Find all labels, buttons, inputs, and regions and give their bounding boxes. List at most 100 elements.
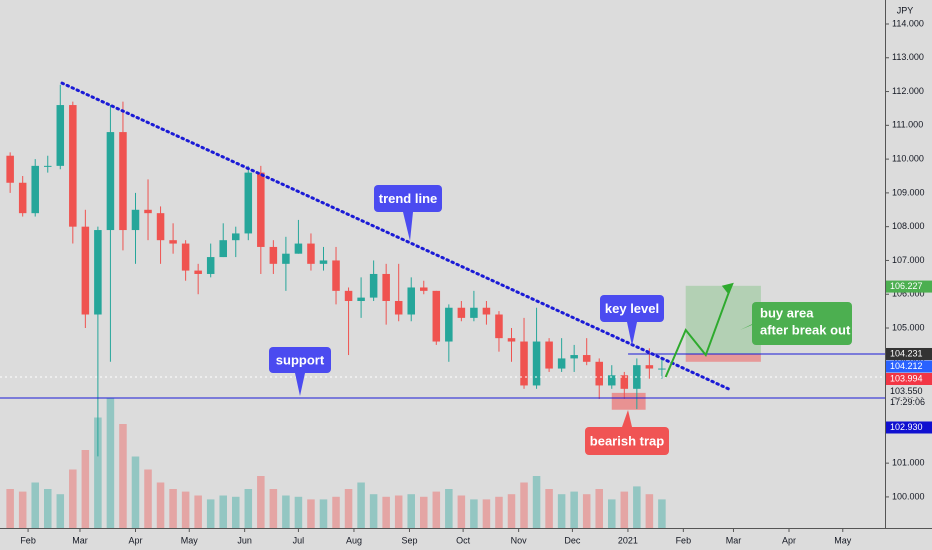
x-tick-label: Feb: [20, 535, 36, 545]
candle-body: [570, 355, 578, 359]
volume-bar: [169, 489, 177, 528]
candle-body: [169, 240, 177, 244]
y-tick-label: 114.000: [892, 18, 924, 28]
volume-bar: [407, 494, 415, 528]
price-tag: [886, 360, 932, 373]
volume-bar: [69, 469, 77, 528]
candle-body: [181, 243, 190, 271]
volume-bar: [43, 489, 52, 528]
candle-body: [106, 132, 115, 231]
price-tag: [886, 347, 932, 360]
volume-bar: [307, 499, 315, 528]
candle-body: [658, 368, 666, 370]
volume-bar: [382, 496, 390, 528]
callout-text: key level: [605, 301, 659, 316]
x-tick-label: Nov: [511, 535, 528, 545]
bearish-trap-zone: [611, 392, 646, 410]
volume-bar: [420, 496, 428, 528]
candle-body: [495, 314, 503, 339]
volume-bar: [18, 491, 27, 528]
candle-body: [470, 307, 478, 318]
volume-bar: [633, 486, 641, 528]
price-tag-label: 102.930: [890, 422, 923, 432]
callout-pointer: [403, 212, 413, 241]
candle-body: [282, 253, 290, 264]
candle-body: [520, 341, 528, 386]
volume-bar: [369, 494, 378, 528]
volume-bar: [445, 489, 453, 528]
x-tick-label: Apr: [782, 535, 796, 545]
volume-bar: [620, 491, 629, 528]
candle-body: [144, 209, 152, 214]
y-tick-label: 100.000: [892, 491, 925, 501]
callout-box: [752, 302, 852, 345]
x-tick-label: Jul: [293, 535, 305, 545]
currency-label: JPY: [897, 5, 914, 15]
y-tick-label: 109.000: [892, 187, 925, 197]
y-tick-label: 108.000: [892, 221, 925, 231]
candle-body: [31, 165, 39, 214]
buy-zone: [685, 353, 761, 362]
candle-body: [482, 307, 491, 315]
x-tick-label: May: [834, 535, 852, 545]
candle-body: [294, 243, 303, 254]
volume-bar: [658, 499, 666, 528]
price-tag: [886, 280, 932, 293]
callout-pointer: [622, 410, 632, 427]
volume-bar: [81, 450, 90, 528]
candle-body: [407, 287, 415, 315]
callout-text: buy area: [760, 305, 814, 320]
x-tick-label: Apr: [128, 535, 142, 545]
candle-body: [332, 260, 340, 291]
volume-bar: [106, 398, 115, 528]
price-tag: [886, 385, 932, 398]
volume-bar: [570, 491, 578, 528]
x-tick-label: 2021: [618, 535, 638, 545]
callout-pointer: [627, 322, 637, 346]
x-tick-label: Dec: [564, 535, 581, 545]
volume-bar: [144, 469, 152, 528]
volume-bar: [557, 494, 566, 528]
callout-pointer: [295, 373, 305, 396]
volume-bar: [394, 495, 403, 528]
candle-body: [18, 182, 27, 214]
price-tag: [886, 372, 932, 385]
y-tick-label: 110.000: [892, 153, 924, 163]
price-tag-label: 103.550: [890, 386, 923, 396]
candle-body: [43, 165, 52, 167]
volume-bar: [319, 499, 328, 528]
candle-body: [94, 230, 102, 315]
candle-body: [244, 172, 253, 234]
volume-bar: [6, 489, 14, 528]
callout-text: trend line: [379, 191, 438, 206]
price-tag-label: 103.994: [890, 373, 923, 383]
x-tick-label: Mar: [72, 535, 88, 545]
candle-body: [557, 358, 566, 369]
candle-body: [194, 270, 202, 274]
volume-bar: [31, 482, 39, 528]
x-tick-label: Aug: [346, 535, 362, 545]
candle-body: [507, 338, 516, 342]
projection-path: [664, 286, 732, 378]
y-tick-label: 107.000: [892, 255, 925, 265]
volume-bar: [219, 495, 227, 528]
x-tick-label: Oct: [456, 535, 471, 545]
callout-text: support: [276, 352, 325, 367]
countdown-label: 17:29:06: [890, 397, 925, 407]
candle-body: [420, 287, 428, 291]
price-tag-label: 104.231: [890, 348, 923, 358]
volume-bar: [582, 494, 591, 528]
x-tick-label: Sep: [401, 535, 417, 545]
callout-box: [585, 427, 669, 455]
callout-box: [600, 295, 664, 322]
candle-body: [457, 307, 466, 318]
callout-text: bearish trap: [590, 433, 664, 448]
candle-body: [56, 105, 65, 166]
candle-body: [119, 132, 127, 231]
volume-bar: [608, 499, 616, 528]
candle-body: [257, 172, 265, 247]
candle-body: [319, 260, 328, 264]
y-tick-label: 111.000: [892, 120, 923, 130]
